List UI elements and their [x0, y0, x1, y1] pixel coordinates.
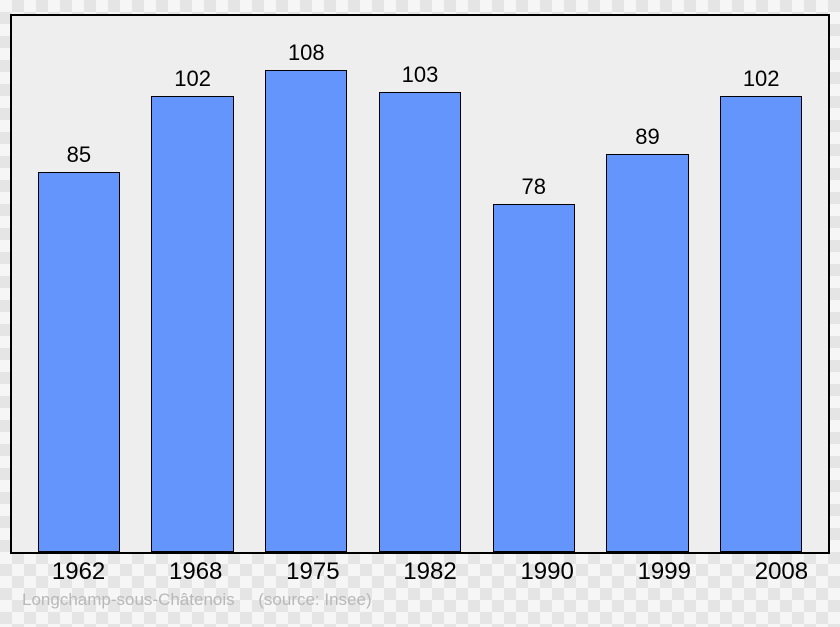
- x-tick-label: 1968: [137, 558, 254, 588]
- bar-slot: 103: [363, 16, 477, 552]
- bar-value-label: 89: [635, 126, 659, 148]
- x-tick-label: 1975: [254, 558, 371, 588]
- x-tick-label: 1962: [20, 558, 137, 588]
- bar-slot: 102: [136, 16, 250, 552]
- chart-wrapper: 85 102 108 103 78 89 102 196219681975198219901…: [0, 0, 840, 627]
- x-tick-label: 1999: [606, 558, 723, 588]
- x-tick-label: 1990: [489, 558, 606, 588]
- bar: [379, 92, 461, 552]
- bar-value-label: 108: [288, 42, 325, 64]
- bar: [606, 154, 688, 552]
- x-tick-label: 2008: [723, 558, 840, 588]
- bar: [720, 96, 802, 552]
- bar-value-label: 103: [402, 64, 439, 86]
- bar: [38, 172, 120, 552]
- plot-area: 85 102 108 103 78 89 102: [10, 14, 830, 554]
- bar-slot: 102: [704, 16, 818, 552]
- x-tick-label: 1982: [371, 558, 488, 588]
- bar-value-label: 102: [743, 68, 780, 90]
- bar-value-label: 78: [521, 176, 545, 198]
- bars-container: 85 102 108 103 78 89 102: [12, 16, 828, 552]
- bar-value-label: 102: [174, 68, 211, 90]
- bar-slot: 78: [477, 16, 591, 552]
- footer-source: (source: Insee): [258, 590, 371, 609]
- bar: [151, 96, 233, 552]
- bar-value-label: 85: [67, 144, 91, 166]
- bar-slot: 108: [249, 16, 363, 552]
- bar: [265, 70, 347, 552]
- bar-slot: 85: [22, 16, 136, 552]
- bar: [493, 204, 575, 552]
- x-axis-labels: 1962196819751982199019992008: [10, 558, 840, 588]
- bar-slot: 89: [591, 16, 705, 552]
- footer-place: Longchamp-sous-Châtenois: [22, 590, 235, 609]
- chart-footer: Longchamp-sous-Châtenois (source: Insee): [22, 590, 372, 610]
